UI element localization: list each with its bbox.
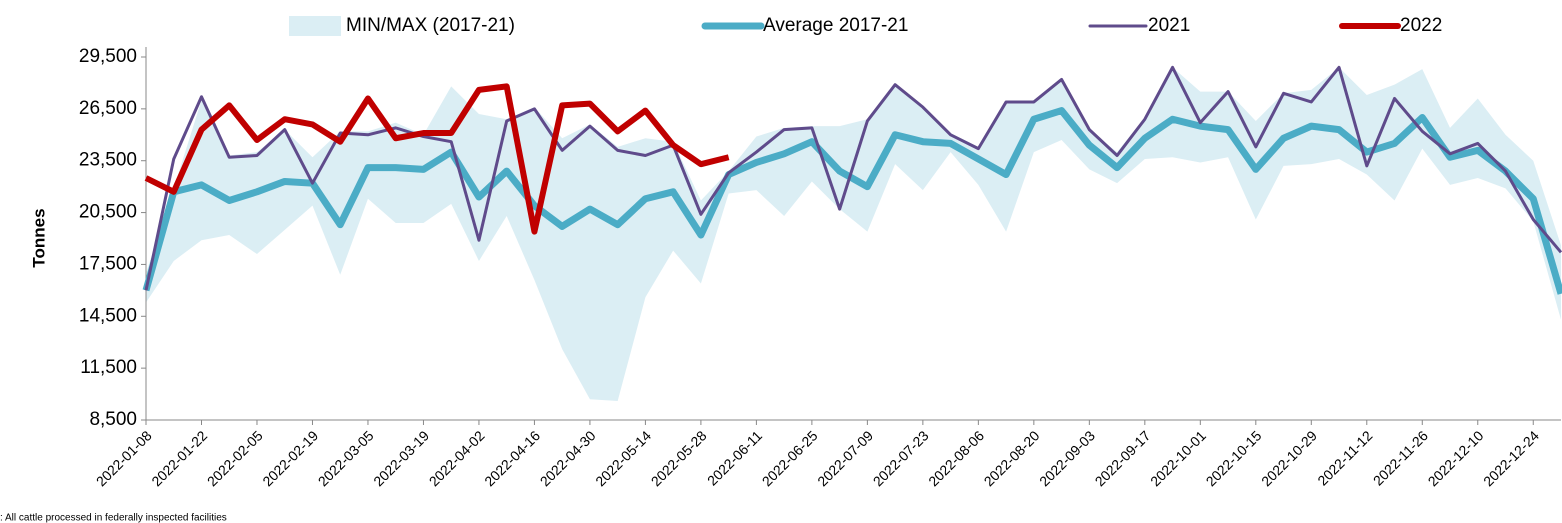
legend-label: 2021	[1148, 15, 1190, 36]
x-tick-label: 2022-09-17	[1092, 427, 1154, 489]
y-tick-label: 20,500	[79, 202, 137, 223]
x-tick-label: 2022-10-29	[1258, 427, 1320, 489]
x-tick-label: 2022-08-06	[925, 427, 987, 489]
series-line	[142, 107, 1562, 295]
x-tick-label: 2022-04-16	[481, 427, 543, 489]
x-tick-label: 2022-03-19	[370, 427, 432, 489]
x-tick-label: 2022-11-12	[1314, 427, 1375, 488]
y-tick-label: 23,500	[79, 150, 137, 171]
x-tick-label: 2022-08-20	[981, 427, 1043, 489]
note: : All cattle processed in federally insp…	[0, 513, 227, 523]
x-tick-label: 2022-05-14	[592, 427, 654, 489]
x-tick-label: 2022-01-08	[93, 427, 155, 489]
x-tick-label: 2022-07-23	[870, 427, 932, 489]
x-tick-label: 2022-06-11	[704, 427, 765, 488]
legend-label: MIN/MAX (2017-21)	[346, 15, 515, 36]
y-tick-label: 8,500	[89, 409, 137, 430]
y-tick-label: 14,500	[79, 305, 137, 326]
x-tick-label: 2022-11-26	[1370, 427, 1431, 488]
x-tick-label: 2022-10-15	[1203, 427, 1265, 489]
y-tick-label: 11,500	[80, 357, 137, 378]
series-line	[144, 65, 1562, 291]
x-tick-label: 2022-04-30	[537, 427, 599, 489]
legend-label: 2022	[1400, 15, 1442, 36]
y-tick-label: 29,500	[79, 46, 137, 67]
x-tick-label: 2022-04-02	[426, 427, 488, 489]
y-tick-label: 17,500	[79, 253, 137, 274]
x-tick-label: 2022-10-01	[1147, 427, 1209, 489]
x-tick-label: 2022-07-09	[814, 427, 876, 489]
x-tick-label: 2022-09-03	[1036, 427, 1098, 489]
x-tick-label: 2022-03-05	[315, 427, 377, 489]
x-tick-label: 2022-05-28	[648, 427, 710, 489]
legend-swatch	[289, 16, 341, 36]
x-tick-label: 2022-06-25	[759, 427, 821, 489]
y-axis-label: Tonnes	[29, 208, 48, 267]
x-tick-label: 2022-01-22	[148, 427, 210, 489]
x-tick-label: 2022-02-05	[204, 427, 266, 489]
x-tick-label: 2022-12-10	[1425, 427, 1487, 489]
x-tick-label: 2022-02-19	[259, 427, 321, 489]
x-tick-label: 2022-12-24	[1480, 427, 1542, 489]
y-tick-label: 26,500	[79, 98, 137, 119]
legend-label: Average 2017-21	[763, 15, 908, 36]
series-line	[144, 83, 730, 235]
